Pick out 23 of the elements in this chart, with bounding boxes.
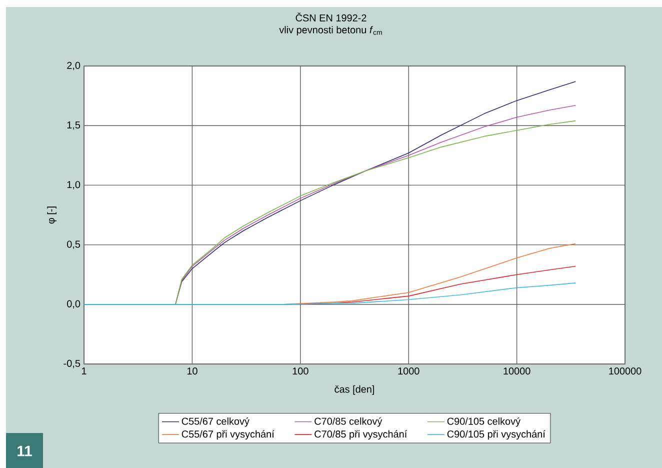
- legend-label: C90/105 celkový: [447, 417, 520, 427]
- x-axis-title: čas [den]: [334, 385, 374, 395]
- chart-subtitle: vliv pevnosti betonu f$_{cm}$: [279, 26, 382, 36]
- legend-label: C55/67 při vysychání: [182, 430, 274, 440]
- y-tick-label: 1,5: [67, 122, 80, 130]
- legend-label: C70/85 celkový: [314, 417, 382, 427]
- y-tick-label: 0,5: [67, 240, 80, 249]
- y-tick-label: 0,0: [67, 300, 80, 309]
- text: 11: [18, 446, 32, 456]
- y-axis-title: φ [-]: [47, 206, 56, 224]
- x-tick-label: 100000: [609, 368, 642, 375]
- x-tick-label: 10: [187, 368, 198, 375]
- y-tick-label: 2,0: [67, 62, 80, 70]
- x-tick-label: 1000: [398, 368, 420, 375]
- legend-label: C90/105 při vysychání: [447, 430, 546, 440]
- y-tick-label: 1,0: [67, 181, 80, 190]
- x-tick-label: 1: [82, 368, 86, 374]
- x-tick-label: 100: [292, 368, 308, 375]
- y-tick-label: -0,5: [64, 360, 80, 368]
- legend-label: C55/67 celkový: [182, 417, 250, 427]
- legend-label: C70/85 při vysychání: [314, 430, 408, 440]
- x-tick-label: 10000: [504, 368, 530, 375]
- chart-title: ČSN EN 1992-2: [296, 12, 366, 22]
